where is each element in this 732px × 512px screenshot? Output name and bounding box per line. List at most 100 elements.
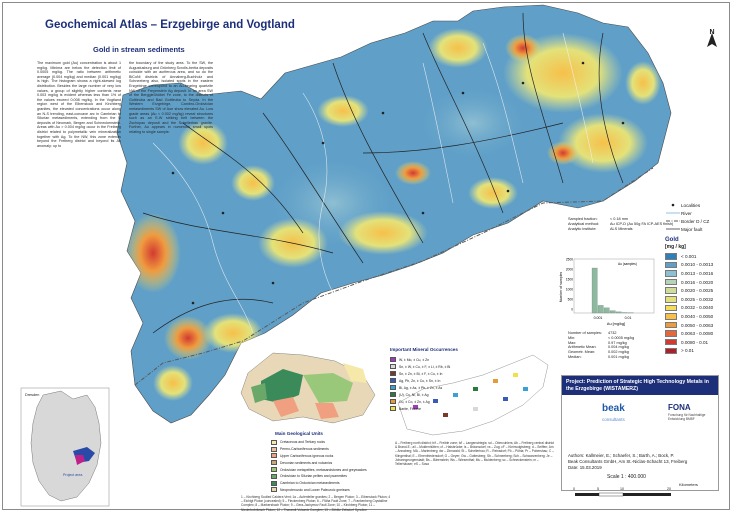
stat-row: Number of samples: 4732 — [568, 331, 617, 335]
sample-info: Sampled fraction: < 0.18 mm Analytical me… — [568, 217, 674, 231]
date: Date: 15.03.2019 — [568, 465, 602, 471]
hist-bar — [597, 305, 604, 314]
geology-title: Main Geological Units — [275, 431, 323, 436]
scale-tick-0: 0 — [573, 487, 575, 491]
company: Beak Consultants GmbH, Am St.-Niclas-Sch… — [568, 459, 688, 465]
description-column-2: the boundary of the study area. To the S… — [129, 61, 213, 134]
minerals-legend: W, ± Mo, ± Cu, ± Zn Sn, ± W, ± Cu, ± F, ±… — [390, 356, 450, 412]
scale-tick-3: 20 — [667, 487, 671, 491]
gold-class-label: < 0.001 — [681, 253, 697, 259]
beak-logo: beak — [602, 403, 625, 414]
hist-xtick-1: 0.01 — [625, 316, 632, 320]
legend-item-river: River — [681, 210, 692, 216]
geology-item: Cretaceous and Tertiary rocks — [271, 439, 367, 446]
rivers — [152, 32, 594, 334]
legend-item-border: Border D / CZ — [681, 218, 710, 224]
geology-swatch — [271, 480, 277, 486]
gold-class-swatch — [665, 261, 677, 269]
border-d-cz — [134, 167, 654, 386]
minerals-title: Important Mineral Occurrences — [390, 347, 458, 352]
mineral-swatch — [390, 392, 396, 397]
north-arrow: N — [706, 29, 718, 36]
hist-bar — [615, 311, 622, 314]
gold-class-swatch — [665, 313, 677, 320]
hist-ytick: 1000 — [566, 288, 573, 292]
inset-germany — [20, 387, 110, 507]
project-panel: Project: Prediction of Strategic High Te… — [561, 375, 719, 491]
hist-bar — [609, 310, 616, 314]
fona-logo: FONA — [668, 403, 691, 412]
map-symbol-legend: Localities River Border D / CZ Major fau… — [665, 201, 709, 233]
north-label: N — [709, 29, 715, 36]
stat-row: Arithmetic Mean: 0.004 mg/kg — [568, 345, 629, 350]
map-canvas — [20, 4, 717, 507]
gold-class-label: 0.0016 - 0.0020 — [681, 279, 714, 285]
mineral-swatch — [390, 378, 396, 383]
gold-class-label: 0.0013 - 0.0016 — [681, 270, 714, 276]
gold-histogram: 2500 2000 1500 1000 500 0 0.001 0.01 Au [mg/k… — [559, 258, 655, 326]
logos: beak consultants FONA Forschung für Nach… — [566, 400, 716, 440]
localities — [171, 61, 625, 305]
mineral-item: W, ± Mo, ± Cu, ± Zn — [390, 356, 450, 363]
scale-unit: Kilometers — [679, 482, 698, 487]
geology-item: Ordovician metapelites, metasandstones a… — [271, 466, 367, 473]
gold-class-row: 0.0040 - 0.0050 — [665, 312, 713, 321]
hist-ytick: 0 — [571, 308, 573, 312]
gold-legend-title: Gold — [665, 237, 679, 243]
geology-item: Ordovician to Silurian pelites and psamm… — [271, 473, 367, 480]
geology-item: Upper Carboniferous igneous rocks — [271, 453, 367, 460]
gold-class-swatch — [665, 296, 677, 303]
map-subtitle: Gold in stream sediments — [93, 45, 185, 54]
mineral-swatch — [390, 357, 396, 362]
hist-bar — [591, 267, 598, 314]
mineral-swatch — [390, 385, 396, 390]
geology-swatch — [271, 453, 277, 459]
inset-label-dresden: Dresden — [25, 393, 40, 397]
fona-logo-sub: Forschung für Nachhaltige Entwicklung BM… — [668, 413, 706, 421]
stat-row: Geometr. Mean: 0.002 mg/kg — [568, 350, 629, 355]
gold-class-label: > 0.01 — [681, 348, 694, 354]
mineral-swatch — [390, 406, 396, 411]
mineral-item: (U), Co, Ni, Bi, ± Ag — [390, 391, 450, 398]
map-title: Geochemical Atlas – Erzgebirge and Vogtl… — [45, 19, 295, 31]
geology-swatch — [271, 467, 277, 473]
gold-class-row: 0.0025 - 0.0032 — [665, 295, 713, 304]
statistics-table: Number of samples: 4732 Min: < 0.0005 mg/kg… — [568, 331, 634, 360]
legend-item-fault: Major fault — [681, 226, 703, 232]
gold-class-row: 0.0050 - 0.0063 — [665, 321, 713, 330]
mineral-swatch — [390, 371, 396, 376]
gold-class-label: 0.0050 - 0.0063 — [681, 322, 714, 328]
hist-bar — [621, 312, 628, 314]
gold-class-row: 0.0010 - 0.0013 — [665, 261, 713, 270]
gold-class-swatch — [665, 278, 677, 286]
stat-row: Max: 0.97 mg/kg — [568, 340, 627, 345]
scale-tick-2: 10 — [620, 487, 624, 491]
mineral-item: Sn, ± Zn, ± Bi, ± F, ± Cu, ± In — [390, 370, 450, 377]
gold-class-label: 0.0020 - 0.0025 — [681, 288, 714, 294]
hist-ytick: 500 — [568, 298, 574, 302]
geology-swatch — [271, 439, 277, 445]
mineral-item: Ag, Pb, Zn, ± Cu, ± Sn, ± In — [390, 377, 450, 384]
gold-class-label: 0.0040 - 0.0050 — [681, 313, 714, 319]
mineral-item: Bi, Ag, ± As, ± Pb, ± Zn, ± As — [390, 384, 450, 391]
geology-map — [240, 352, 376, 424]
gold-class-label: 0.0032 - 0.0040 — [681, 305, 714, 311]
minerals-footnote: A – Freiberg north district; b/f – Freib… — [395, 441, 554, 467]
legend-symbols — [666, 203, 680, 230]
geology-swatch — [271, 473, 277, 479]
gold-class-row: 0.0016 - 0.0020 — [665, 278, 713, 287]
gold-class-legend: Gold [mg / kg] < 0.001 0.0010 - 0.0013 0.0… — [665, 237, 713, 355]
description-column-1: The maximum gold (Au) concentration is a… — [37, 61, 121, 148]
geology-swatch — [271, 446, 277, 452]
gold-class-label: 0.0010 - 0.0013 — [681, 262, 714, 268]
gold-class-swatch — [665, 347, 677, 355]
gold-class-row: 0.0020 - 0.0025 — [665, 286, 713, 295]
hist-xlabel: Au [mg/kg] — [607, 322, 625, 326]
inset-label-project: Project area — [63, 473, 83, 477]
mineral-map — [397, 354, 549, 436]
geology-item: Neoproterozoic and Lower Paleozoic gneis… — [271, 487, 367, 494]
hist-box-label: Au (samples) — [618, 262, 637, 266]
authors: Authors: Kallmeier, E.; Schaefer, S.; Ba… — [568, 453, 675, 458]
hist-ytick: 2000 — [566, 268, 573, 272]
